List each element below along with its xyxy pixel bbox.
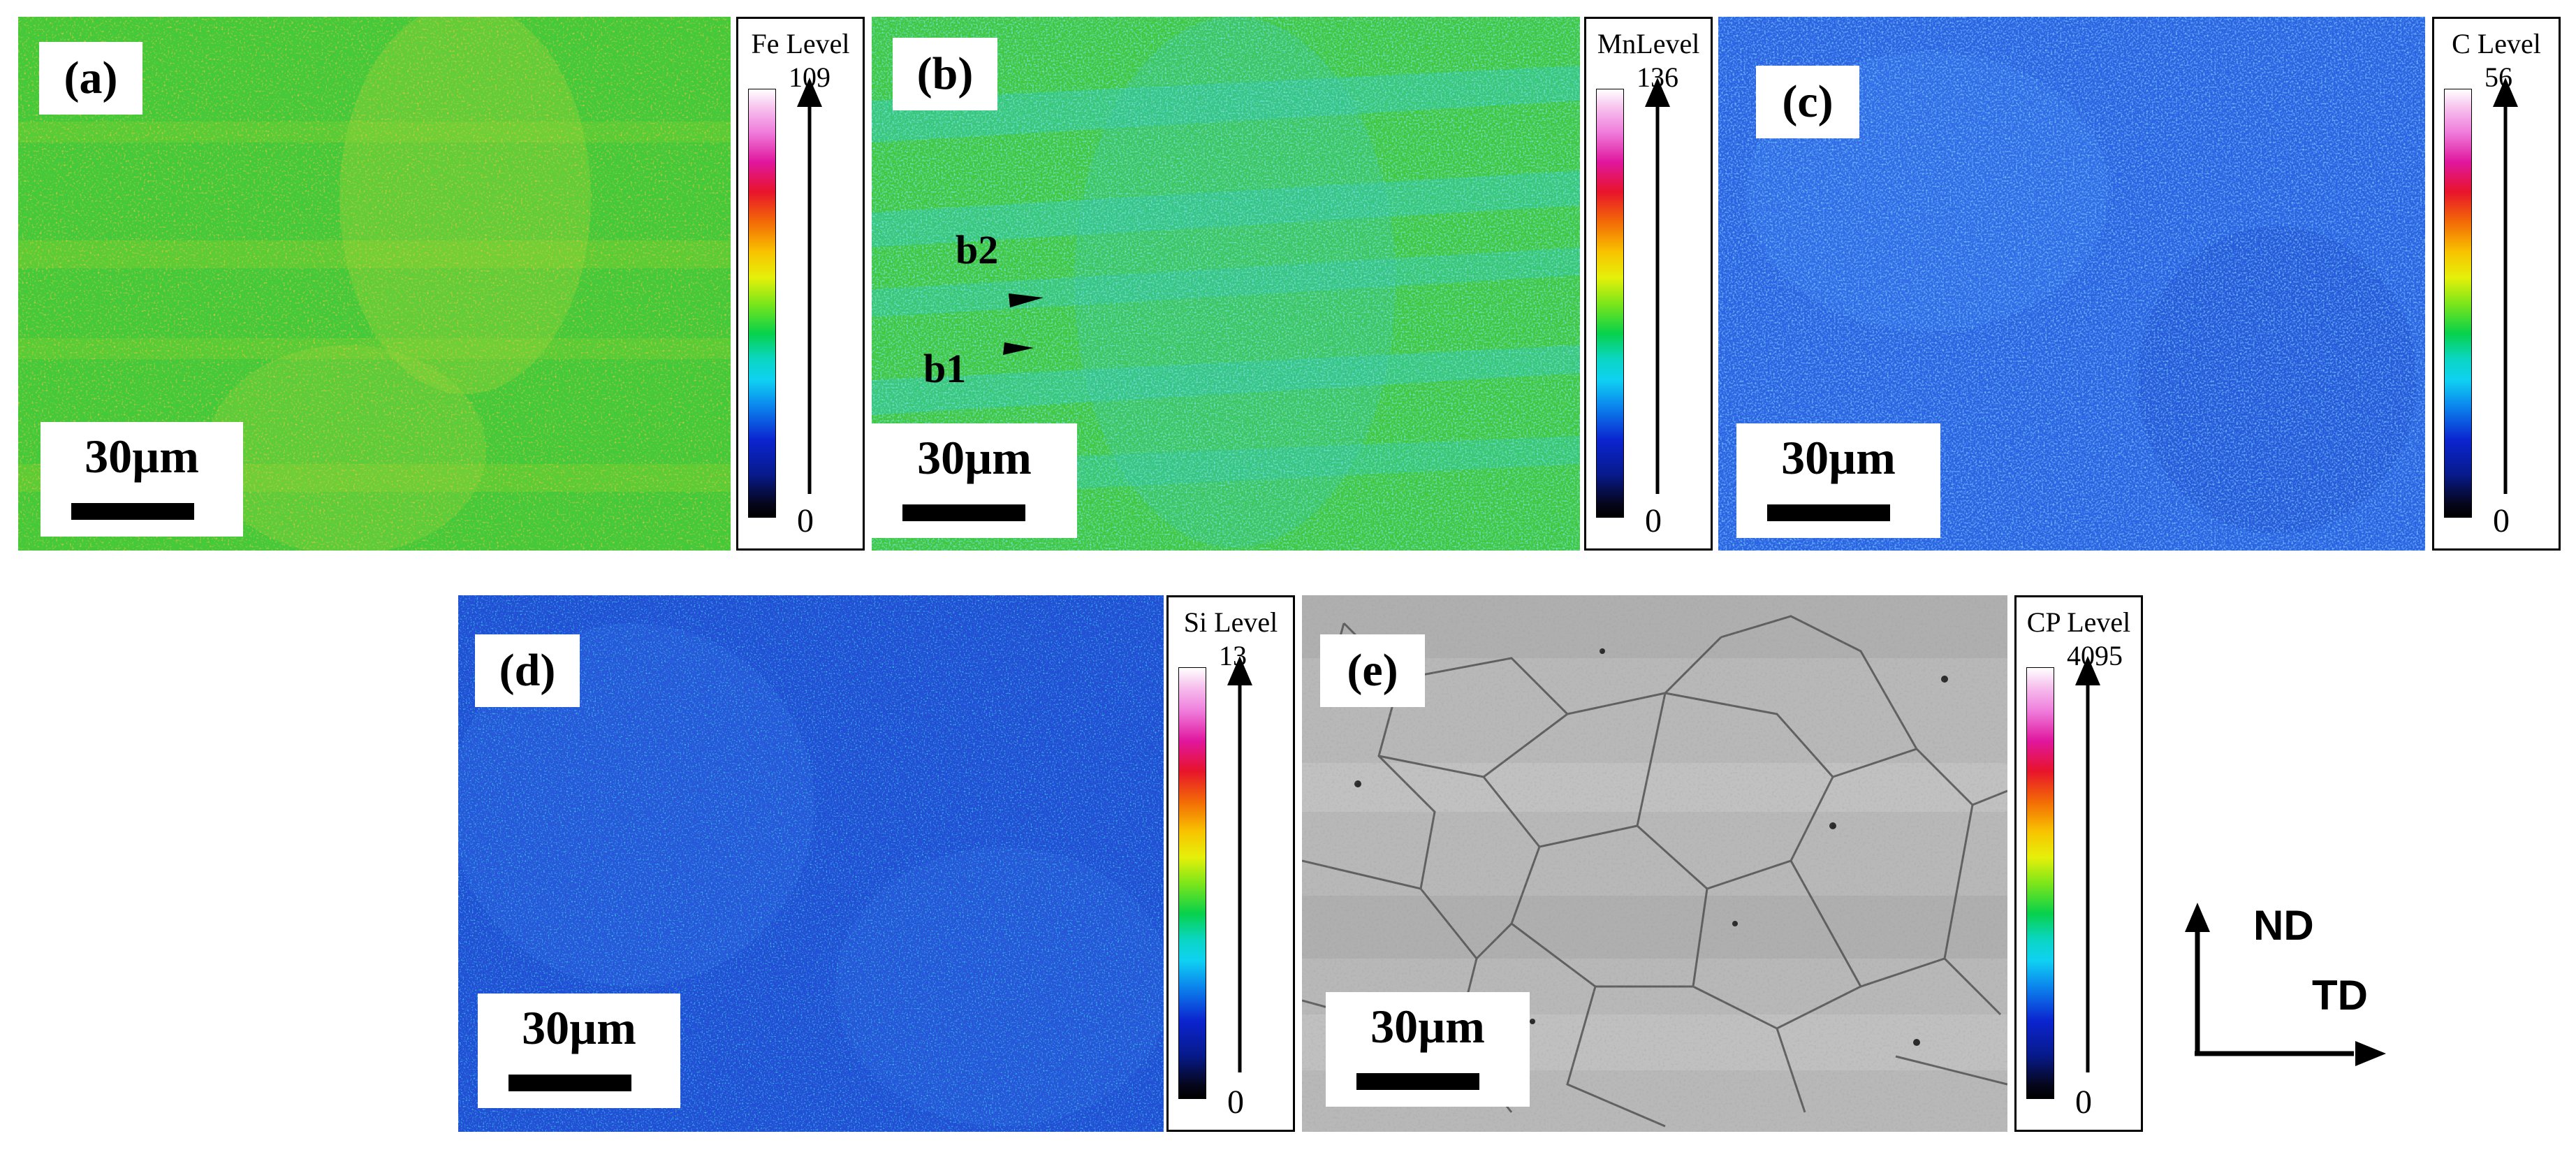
scale-bar-line <box>71 503 194 520</box>
legend-colorbar <box>2444 89 2472 518</box>
fe-map-panel-a: (a) 30µm <box>18 17 731 551</box>
legend-min-value: 0 <box>1645 502 1662 539</box>
up-arrow-icon <box>797 78 822 494</box>
legend-colorbar <box>2026 667 2054 1099</box>
legend-max-value: 4095 <box>2067 640 2123 671</box>
scale-bar-label: 30µm <box>1781 431 1896 484</box>
scale-bar-line <box>508 1075 631 1091</box>
axis-label-nd: ND <box>2253 902 2314 949</box>
legend-min-value: 0 <box>797 502 814 539</box>
legend-min-value: 0 <box>2493 502 2510 539</box>
legend-colorbar <box>748 89 776 518</box>
up-arrow-icon <box>2493 78 2518 494</box>
legend-min-value: 0 <box>1227 1084 1244 1121</box>
si-map-panel-d: (d) 30µm <box>458 595 1164 1132</box>
up-arrow-icon <box>2075 656 2100 1072</box>
scale-bar: 30µm <box>1326 992 1530 1107</box>
panel-label: (c) <box>1756 66 1859 138</box>
axes-arrows-icon <box>2185 903 2386 1066</box>
mn-map-panel-b: (b) b2 b1 30µm <box>872 17 1580 551</box>
c-map-panel-c: (c) 30µm <box>1718 17 2425 551</box>
scale-bar-line <box>902 504 1025 521</box>
legend-title: Si Level <box>1183 606 1278 638</box>
scale-bar-label: 30µm <box>85 430 199 483</box>
annotation-b1: b1 <box>923 346 967 391</box>
scale-bar-label: 30µm <box>522 1001 636 1054</box>
cp-micrograph-panel-e: (e) 30µm <box>1302 595 2007 1132</box>
scale-bar: 30µm <box>872 423 1077 538</box>
panel-label: (b) <box>893 38 997 110</box>
scale-bar: 30µm <box>1736 423 1940 538</box>
legend-colorbar <box>1596 89 1624 518</box>
legend-colorbar <box>1178 667 1206 1099</box>
legend-title: Fe Level <box>751 28 850 59</box>
scale-bar: 30µm <box>41 422 243 537</box>
mn-color-legend: MnLevel 136 0 <box>1584 17 1713 551</box>
panel-label: (e) <box>1320 634 1425 707</box>
axis-label-td: TD <box>2312 972 2368 1019</box>
panel-label: (d) <box>475 634 580 707</box>
legend-title: MnLevel <box>1597 28 1700 59</box>
legend-min-value: 0 <box>2075 1084 2092 1121</box>
scale-bar-label: 30µm <box>1370 1000 1485 1053</box>
cp-color-legend: CP Level 4095 0 <box>2014 595 2143 1132</box>
annotation-b2: b2 <box>956 227 999 272</box>
scale-bar-line <box>1767 504 1890 521</box>
scale-bar-line <box>1356 1073 1479 1090</box>
orientation-axes: ND TD <box>2179 901 2389 1083</box>
legend-title: C Level <box>2452 28 2541 59</box>
scale-bar-label: 30µm <box>917 431 1032 484</box>
si-color-legend: Si Level 13 0 <box>1166 595 1295 1132</box>
fe-map-texture <box>18 17 731 551</box>
c-color-legend: C Level 56 0 <box>2432 17 2561 551</box>
fe-color-legend: Fe Level 109 0 <box>736 17 865 551</box>
panel-label: (a) <box>39 42 142 115</box>
up-arrow-icon <box>1645 78 1670 494</box>
legend-title: CP Level <box>2026 606 2131 638</box>
scale-bar: 30µm <box>478 993 680 1108</box>
up-arrow-icon <box>1227 656 1252 1072</box>
